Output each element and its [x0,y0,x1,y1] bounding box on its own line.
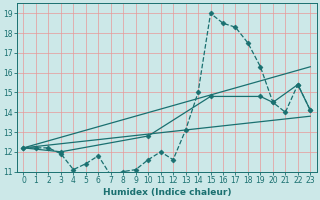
X-axis label: Humidex (Indice chaleur): Humidex (Indice chaleur) [103,188,231,197]
